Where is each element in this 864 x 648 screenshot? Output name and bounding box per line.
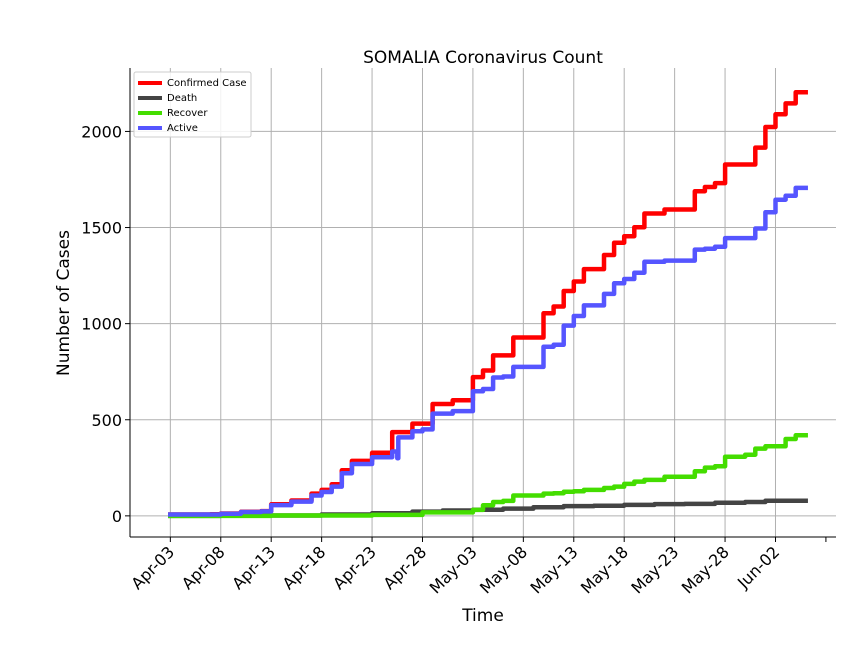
x-tick-label: May-03 — [426, 542, 481, 597]
y-tick-label: 2000 — [81, 122, 122, 141]
x-tick-label: May-13 — [526, 542, 581, 597]
legend-entry-recover: Recover — [138, 108, 208, 119]
legend-label: Recover — [167, 108, 208, 119]
y-tick-label: 500 — [91, 411, 122, 430]
y-ticks: 0 500 1000 1500 2000 — [81, 122, 130, 526]
legend-box — [133, 71, 252, 138]
axes — [129, 68, 836, 538]
legend: Confirmed Case Death Recover Active — [133, 71, 252, 138]
legend-label: Death — [167, 93, 197, 104]
legend-entry-active: Active — [138, 123, 198, 134]
y-tick-label: 1500 — [81, 219, 122, 238]
x-tick-label: May-08 — [476, 542, 531, 597]
legend-label: Confirmed Case — [167, 78, 247, 89]
y-tick-label: 0 — [112, 507, 122, 526]
x-tick-label: Apr-13 — [228, 542, 279, 593]
series-line-recover — [168, 433, 808, 519]
series-line-confirmed-case — [168, 89, 808, 517]
x-ticks: Apr-03 Apr-08 Apr-13 Apr-18 Apr-23 Apr-28May-… — [127, 537, 827, 598]
x-tick-label: Apr-03 — [127, 542, 178, 593]
legend-label: Active — [167, 123, 198, 134]
x-axis-label: Time — [461, 606, 504, 626]
x-tick-label: Apr-28 — [380, 542, 431, 593]
y-tick-label: 1000 — [81, 315, 122, 334]
x-tick-label: May-18 — [577, 542, 632, 597]
grid — [130, 68, 836, 537]
x-tick-label: Apr-08 — [178, 542, 229, 593]
chart-title: SOMALIA Coronavirus Count — [363, 48, 603, 68]
series-line-active — [168, 185, 808, 517]
x-tick-label: May-28 — [678, 542, 733, 597]
x-tick-label: Apr-18 — [279, 542, 330, 593]
y-axis-label: Number of Cases — [54, 230, 74, 376]
x-tick-label: Jun-02 — [733, 542, 783, 592]
legend-entry-confirmed: Confirmed Case — [138, 78, 247, 89]
legend-entry-death: Death — [138, 93, 197, 104]
x-tick-label: Apr-23 — [329, 542, 380, 593]
x-tick-label: May-23 — [627, 542, 682, 597]
series-lines — [168, 89, 808, 519]
